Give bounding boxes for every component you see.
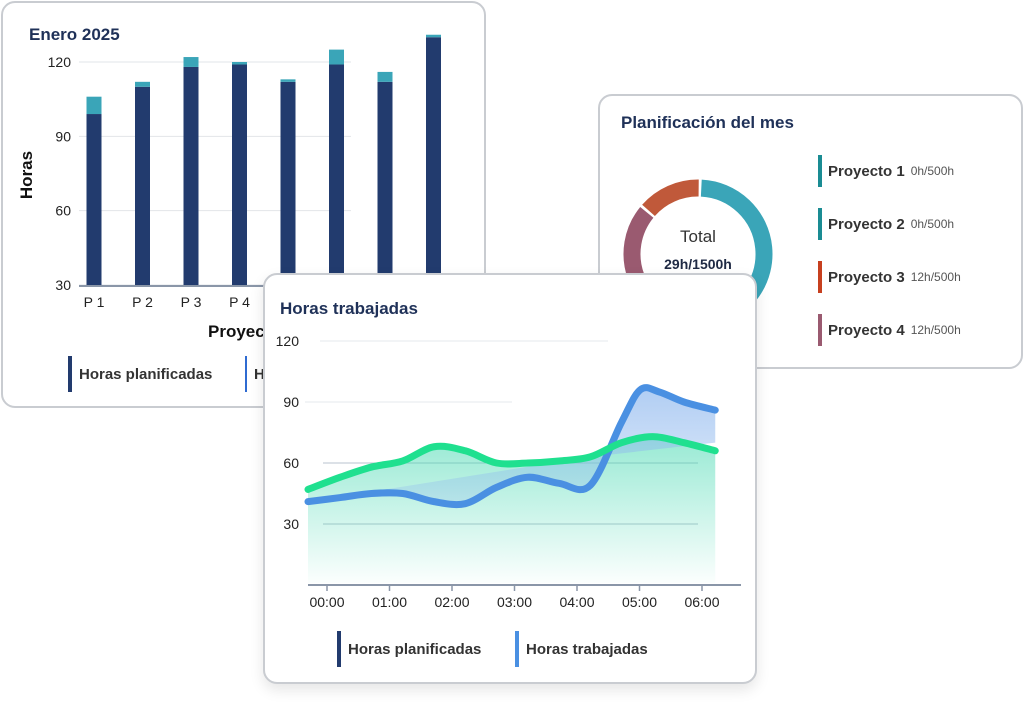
series-line-planificadas [304, 433, 719, 493]
bar-x-tick-label: P 1 [84, 294, 105, 310]
line-x-tick-label: 04:00 [559, 594, 594, 610]
project-color-bar [818, 155, 822, 187]
project-color-bar [818, 208, 822, 240]
line-y-tick-label: 60 [283, 455, 299, 471]
line-legend-item-0[interactable]: Horas planificadas [337, 631, 481, 667]
project-color-bar [818, 314, 822, 346]
project-item[interactable]: Proyecto 1 0h/500h [818, 155, 954, 187]
bar-segment [232, 62, 247, 65]
line-legend-item-1[interactable]: Horas trabajadas [515, 631, 648, 667]
bar-segment [183, 66, 199, 285]
bar-y-tick-label: 30 [55, 277, 71, 293]
donut-slice [642, 179, 699, 217]
line-legend-swatch [515, 631, 519, 667]
project-name: Proyecto 4 [828, 321, 905, 339]
bar-x-tick-label: P 4 [229, 294, 250, 310]
line-legend-swatch [337, 631, 341, 667]
bar-x-tick-label: P 2 [132, 294, 153, 310]
bar-segment [329, 49, 344, 65]
bar-segment [329, 64, 344, 285]
bar-y-tick-label: 120 [48, 54, 72, 70]
donut-center: Total 29h/1500h [638, 227, 758, 272]
bar-segment [280, 81, 296, 285]
project-item[interactable]: Proyecto 2 0h/500h [818, 208, 954, 240]
bar-segment [280, 79, 296, 82]
bar-legend-swatch [68, 356, 72, 392]
area-chart: 30 60 90 120 00:00 01:00 02:00 03:00 04:00 05:00 0… [276, 333, 741, 610]
line-y-tick-label: 90 [283, 394, 299, 410]
line-legend-label: Horas trabajadas [526, 640, 648, 658]
bar-legend-item-0[interactable]: Horas planificadas [68, 356, 212, 392]
bar-segment [377, 81, 393, 285]
line-chart-card: Horas trabajadas 30 60 90 120 00:00 01:00 02:0… [263, 273, 757, 684]
bar-segment [183, 57, 199, 67]
bar-chart-card: Enero 2025 30 60 90 120 Horas Proyec P 1 P 2 P 3… [1, 1, 486, 408]
series-line-trabajadas [304, 384, 719, 509]
line-x-tick-label: 05:00 [622, 594, 657, 610]
project-color-bar [818, 261, 822, 293]
project-hours: 0h/500h [910, 217, 955, 231]
bar-segment [135, 86, 150, 286]
project-name: Proyecto 1 [828, 162, 905, 180]
bar-segment [232, 64, 247, 285]
project-name: Proyecto 3 [828, 268, 905, 286]
project-hours: 0h/500h [910, 164, 955, 178]
line-x-tick-label: 01:00 [372, 594, 407, 610]
line-x-tick-label: 00:00 [309, 594, 344, 610]
project-item[interactable]: Proyecto 4 12h/500h [818, 314, 961, 346]
bar-segment [377, 71, 393, 82]
line-y-tick-label: 30 [283, 516, 299, 532]
donut-center-value: 29h/1500h [664, 256, 732, 272]
bar-legend-label: Horas planificadas [79, 365, 213, 383]
bar-segment [86, 96, 102, 115]
bar-legend-swatch [245, 356, 247, 392]
donut-chart-title: Planificación del mes [621, 113, 794, 132]
project-hours: 12h/500h [910, 323, 961, 337]
line-chart-title: Horas trabajadas [280, 299, 418, 318]
bar-x-axis-title: Proyec [208, 322, 265, 341]
bar-segment [135, 81, 150, 87]
project-hours: 12h/500h [910, 270, 961, 284]
bar-segment [86, 114, 102, 286]
bar-segment [426, 34, 441, 38]
bar-y-axis-title: Horas [17, 151, 36, 199]
area-fill-planificadas [308, 436, 716, 583]
donut-center-label: Total [680, 227, 716, 246]
bar-segment [426, 37, 441, 285]
line-x-tick-label: 03:00 [497, 594, 532, 610]
line-legend-label: Horas planificadas [348, 640, 482, 658]
donut-slice [623, 206, 654, 280]
line-x-tick-label: 02:00 [434, 594, 469, 610]
bar-chart-title: Enero 2025 [29, 25, 120, 44]
line-y-tick-label: 120 [276, 333, 300, 349]
project-item[interactable]: Proyecto 3 12h/500h [818, 261, 961, 293]
project-name: Proyecto 2 [828, 215, 905, 233]
line-x-tick-label: 06:00 [684, 594, 719, 610]
bar-y-tick-label: 60 [55, 203, 71, 219]
bar-x-tick-label: P 3 [181, 294, 202, 310]
bar-y-tick-label: 90 [55, 128, 71, 144]
